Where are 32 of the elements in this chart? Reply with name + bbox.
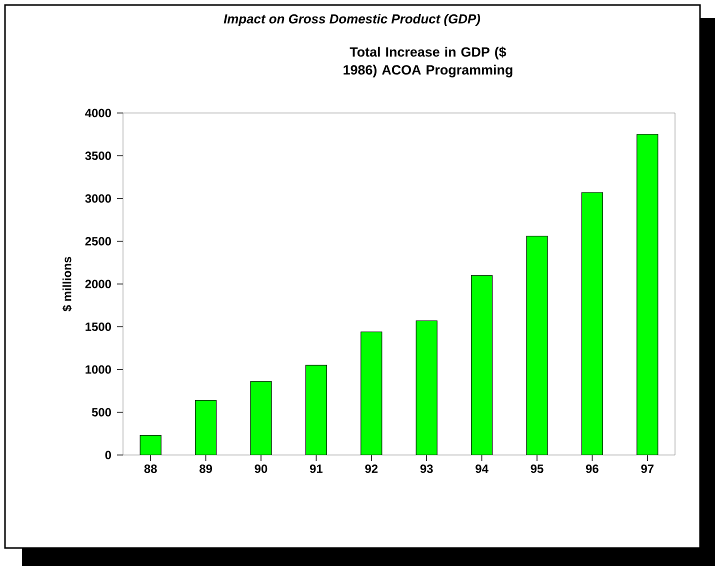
bar: [140, 435, 162, 455]
bar: [471, 275, 493, 455]
bar: [636, 134, 658, 455]
y-axis-title: $ millions: [62, 256, 72, 312]
bar: [526, 236, 548, 455]
x-tick-label: 94: [476, 464, 488, 473]
x-tick-label: 90: [254, 464, 268, 473]
x-tick-label: 93: [420, 464, 433, 474]
x-tick-label: 97: [641, 464, 654, 473]
chart-title: Impact on Gross Domestic Product (GDP): [224, 14, 480, 26]
bar: [581, 192, 604, 455]
y-tick-label: 2000: [85, 280, 111, 288]
x-tick-label: 96: [586, 464, 598, 473]
x-tick-label: 91: [310, 464, 323, 473]
y-tick-label: 3000: [85, 194, 111, 203]
y-tick-label: 1000: [86, 365, 111, 374]
y-tick-label: 2500: [85, 237, 111, 246]
bar: [416, 320, 438, 455]
y-tick-label: 3500: [85, 152, 111, 160]
y-tick-label: 0: [105, 450, 111, 460]
x-tick-label: 92: [365, 464, 378, 473]
x-tick-label: 89: [200, 464, 212, 473]
chart-subtitle: Total Increase in GDP ($ 1986) ACOA Programming: [344, 46, 512, 78]
bar: [195, 400, 217, 455]
x-tick-label: 88: [144, 464, 157, 473]
bar: [250, 381, 272, 455]
x-tick-label: 95: [530, 464, 544, 473]
bar: [360, 332, 382, 455]
y-tick-label: 1500: [86, 322, 111, 331]
y-tick-label: 4000: [85, 108, 111, 118]
y-tick-label: 500: [92, 408, 111, 416]
bar: [305, 364, 328, 455]
